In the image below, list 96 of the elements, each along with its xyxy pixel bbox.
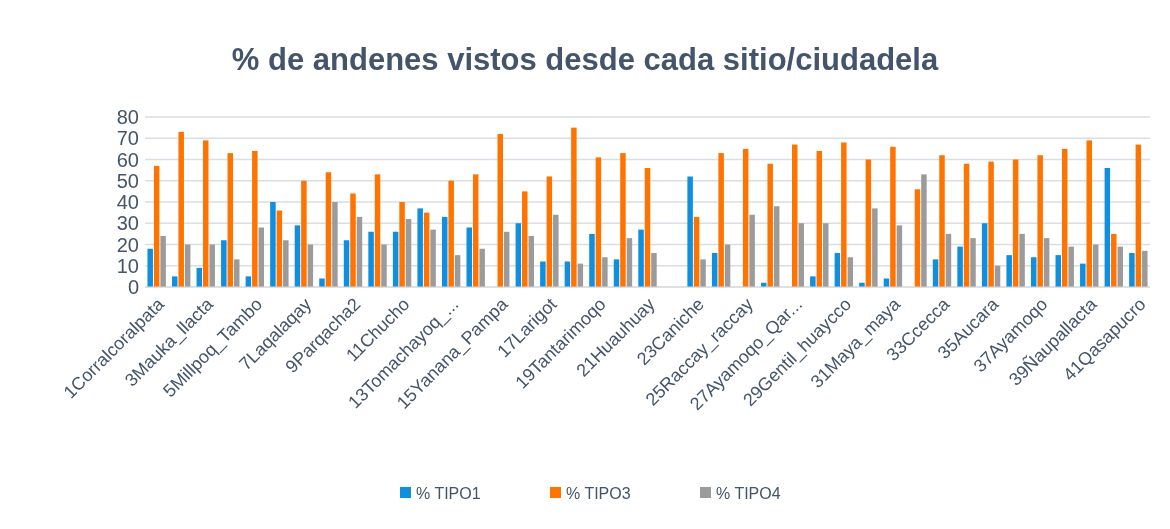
bar — [350, 193, 356, 287]
bar — [872, 208, 878, 287]
bar — [700, 259, 706, 287]
bar — [595, 157, 602, 287]
bar — [1080, 263, 1086, 287]
bar — [1104, 168, 1111, 287]
bar — [651, 253, 657, 287]
bar — [252, 151, 258, 287]
bar — [767, 163, 773, 287]
bar — [816, 151, 823, 287]
y-tick-label: 30 — [116, 212, 139, 235]
bar — [1061, 148, 1068, 287]
bar — [589, 233, 595, 287]
bar — [227, 153, 234, 287]
bar — [602, 257, 608, 287]
bar — [479, 248, 485, 287]
y-tick-label: 80 — [116, 106, 139, 128]
y-tick-label: 10 — [116, 254, 139, 277]
bar — [693, 216, 700, 287]
bar — [571, 127, 577, 287]
bar — [810, 276, 816, 287]
bar — [1111, 233, 1117, 287]
bar — [687, 176, 693, 287]
y-tick-label: 50 — [116, 169, 139, 192]
bar — [325, 172, 332, 287]
bar — [939, 155, 945, 287]
legend-label: % TIPO3 — [566, 484, 631, 502]
bar — [209, 244, 215, 287]
bar — [203, 140, 209, 287]
bar — [1142, 250, 1148, 287]
bar — [553, 214, 559, 287]
bar — [356, 216, 363, 287]
bar — [374, 174, 381, 287]
bar — [890, 146, 896, 287]
bar — [405, 219, 412, 287]
bar — [896, 225, 903, 287]
bar — [1068, 246, 1074, 287]
y-tick-label: 60 — [116, 148, 139, 171]
bar — [970, 238, 976, 287]
bar — [1129, 253, 1135, 287]
bar — [522, 191, 528, 287]
legend-label: % TIPO4 — [716, 484, 781, 502]
bar — [865, 159, 872, 287]
bar — [399, 202, 405, 287]
bar — [221, 240, 227, 287]
bar — [644, 168, 651, 287]
bar — [1037, 155, 1043, 287]
bar — [988, 161, 994, 287]
bar — [921, 174, 927, 287]
bar — [914, 189, 921, 287]
bar — [981, 223, 988, 287]
bar — [620, 153, 626, 287]
y-tick-label: 20 — [116, 233, 139, 256]
y-tick-label: 40 — [116, 191, 139, 213]
bar — [368, 231, 374, 287]
bar — [626, 238, 633, 287]
bar — [283, 240, 289, 287]
bar — [1012, 159, 1019, 287]
bar — [718, 153, 724, 287]
bar — [178, 131, 184, 287]
bar — [417, 208, 423, 287]
bar — [773, 206, 780, 287]
bar — [798, 223, 804, 287]
bar — [1006, 255, 1012, 287]
bar — [441, 216, 448, 287]
bar — [497, 134, 503, 287]
legend-label: % TIPO1 — [416, 484, 481, 502]
bar — [515, 223, 522, 287]
bar — [1086, 140, 1092, 287]
chart-title: % de andenes vistos desde cada sitio/ciudadela — [231, 42, 939, 77]
bar — [332, 202, 338, 287]
y-tick-label: 0 — [127, 276, 139, 298]
bar — [381, 244, 387, 287]
bar — [546, 176, 553, 287]
bar — [147, 248, 153, 287]
bar — [742, 148, 749, 287]
bar — [638, 229, 644, 287]
bar — [1019, 233, 1025, 287]
bar — [448, 180, 454, 287]
y-tick-label: 70 — [116, 127, 139, 150]
bar — [792, 144, 798, 287]
bar — [823, 223, 829, 287]
bar — [153, 165, 160, 287]
bar — [540, 261, 546, 287]
bar — [957, 246, 963, 287]
bar — [301, 180, 307, 287]
bar — [841, 142, 847, 287]
bar — [160, 236, 166, 287]
bar — [1043, 238, 1050, 287]
bar — [430, 229, 436, 287]
bar — [963, 163, 970, 287]
bar — [294, 225, 301, 287]
bar — [270, 202, 276, 287]
bar — [749, 214, 755, 287]
bar — [472, 174, 479, 287]
bar — [1135, 144, 1142, 287]
